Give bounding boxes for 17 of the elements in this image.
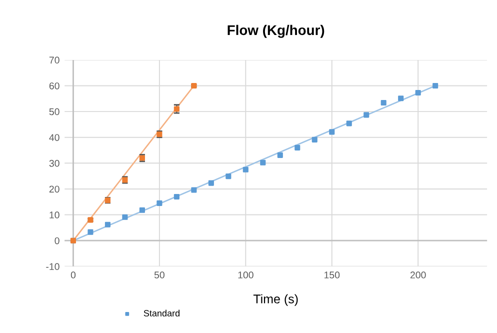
y-tick-label: 40 — [49, 134, 60, 141]
y-tick-label: 50 — [49, 108, 60, 116]
x-tick-label: 150 — [324, 272, 340, 278]
x-tick-label: 200 — [410, 272, 426, 278]
y-tick-label: 10 — [50, 212, 60, 218]
x-tick-label: 100 — [238, 272, 254, 278]
y-tick-label: 20 — [49, 186, 60, 193]
x-tick-label: 50 — [154, 272, 164, 278]
y-tick-label: 60 — [49, 82, 60, 90]
x-tick-label: 0 — [70, 272, 76, 278]
y-tick-label: -10 — [46, 263, 60, 270]
y-tick-label: 70 — [49, 56, 60, 64]
chart-title: Flow (Kg/hour) — [228, 24, 324, 38]
x-axis-title: Time (s) — [253, 294, 298, 306]
y-tick-label: 0 — [54, 237, 60, 244]
y-tick-label: 30 — [49, 160, 60, 167]
legend-label: Standard — [144, 310, 180, 316]
